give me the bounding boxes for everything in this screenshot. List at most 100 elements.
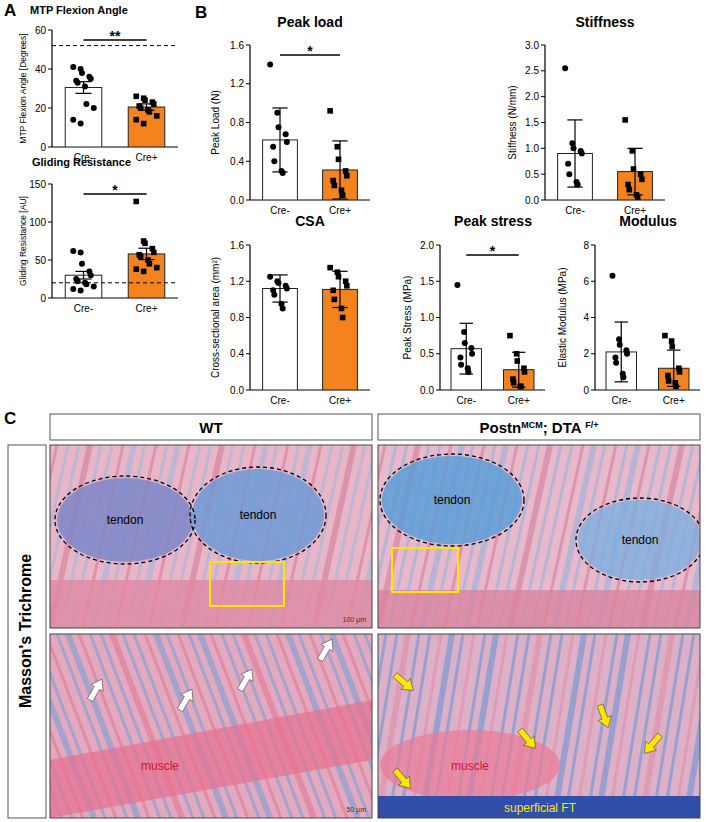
arrow: [314, 636, 338, 664]
tissue-label: tendon: [240, 508, 277, 522]
error-stem: [634, 148, 635, 195]
y-tick-label: 6: [583, 276, 589, 287]
data-point: [70, 117, 76, 123]
y-axis-label: Elastic Modulus (MPa): [557, 267, 568, 367]
error-cap: [512, 352, 525, 353]
error-cap: [272, 301, 287, 302]
chart-title: Stiffness: [575, 14, 634, 30]
bar: [263, 289, 298, 391]
x-tick-label: Cre+: [663, 395, 685, 406]
y-tick: [436, 281, 440, 282]
data-point: [630, 148, 636, 154]
error-stem: [673, 350, 674, 386]
arrow: [390, 766, 416, 793]
micrograph-frame: [50, 445, 372, 628]
y-tick-label: 1.5: [420, 276, 434, 287]
data-point: [83, 281, 89, 287]
data-point: [454, 282, 460, 288]
y-tick-label: 1.6: [230, 40, 244, 51]
y-tick-label: 4: [583, 312, 589, 323]
micrograph: [50, 445, 372, 628]
error-cap: [272, 107, 287, 108]
data-point: [78, 121, 84, 127]
chart: CSACross-sectional area (mm²)0.00.40.81.…: [210, 213, 370, 406]
x-tick-label: Cre-: [270, 205, 289, 216]
error-bar: [627, 148, 642, 195]
y-tick-label: 0.5: [525, 169, 539, 180]
tendon-outline: [380, 454, 524, 546]
error-cap: [75, 81, 91, 82]
reference-line: [52, 282, 178, 283]
data-point: [70, 64, 76, 70]
data-point: [138, 253, 144, 259]
y-tick-label: 0.4: [230, 156, 244, 167]
data-point: [88, 76, 94, 82]
chart-title: Gliding Resistance: [32, 156, 131, 168]
y-tick: [48, 69, 52, 70]
data-point: [141, 121, 147, 127]
micrograph: [378, 634, 700, 818]
y-tick-label: 0.8: [230, 117, 244, 128]
y-axis: [51, 30, 52, 147]
error-stem: [279, 108, 280, 172]
column-header: [378, 414, 700, 440]
error-cap: [627, 148, 642, 149]
micrograph: [50, 634, 372, 818]
plot-area: [52, 46, 178, 147]
arrow: [515, 726, 541, 753]
y-tick-label: 2.5: [525, 65, 539, 76]
plot-area: [606, 273, 689, 390]
significance: **: [110, 28, 121, 44]
x-tick-label: Cre-: [565, 205, 584, 216]
column-header: [50, 414, 372, 440]
y-tick: [246, 245, 250, 246]
data-point: [566, 171, 572, 177]
y-tick: [48, 298, 52, 299]
data-point: [507, 333, 513, 339]
error-cap: [272, 274, 287, 275]
error-stem: [574, 120, 575, 187]
data-point: [639, 177, 645, 183]
panel-label: A: [4, 1, 16, 20]
y-tick-label: 60: [35, 25, 47, 36]
data-point: [142, 97, 148, 103]
data-point: [627, 187, 633, 193]
y-tick-label: 1.0: [525, 143, 539, 154]
title-part: F/+: [585, 420, 598, 430]
error-cap: [460, 373, 473, 374]
y-axis-label: MTP Flexion Angle [Degrees]: [18, 33, 28, 143]
scale-label: 50 µm: [346, 806, 366, 814]
x-tick-label: Cre-: [270, 395, 289, 406]
x-tick-label: Cre+: [329, 395, 351, 406]
y-tick-label: 1.5: [525, 117, 539, 128]
y-tick: [246, 200, 250, 201]
row-label: Masson's Trichrome: [17, 554, 34, 708]
title-part: MCM: [521, 420, 543, 430]
data-point: [522, 369, 528, 375]
tendon-region: [57, 478, 193, 562]
bar: [128, 254, 165, 298]
error-bar: [567, 120, 582, 187]
error-stem: [146, 248, 147, 259]
error-cap: [272, 171, 287, 172]
data-point: [344, 283, 350, 289]
y-tick-label: 1.6: [230, 240, 244, 251]
significance: *: [307, 43, 313, 59]
data-point: [579, 151, 585, 157]
error-bar: [75, 82, 91, 94]
y-tick: [48, 184, 52, 185]
error-cap: [567, 119, 582, 120]
data-point: [609, 273, 615, 279]
y-tick: [246, 281, 250, 282]
data-point: [78, 287, 84, 293]
data-point: [79, 261, 85, 267]
superficial-tendon: [378, 796, 700, 818]
data-point: [327, 265, 333, 271]
chart: ModulusElastic Modulus (MPa)02468Cre-Cre…: [557, 213, 700, 406]
tissue-bg: [378, 445, 700, 628]
y-tick: [541, 96, 545, 97]
error-cap: [460, 323, 473, 324]
chart-title: CSA: [295, 213, 325, 229]
data-point: [332, 297, 338, 303]
y-tick: [48, 222, 52, 223]
